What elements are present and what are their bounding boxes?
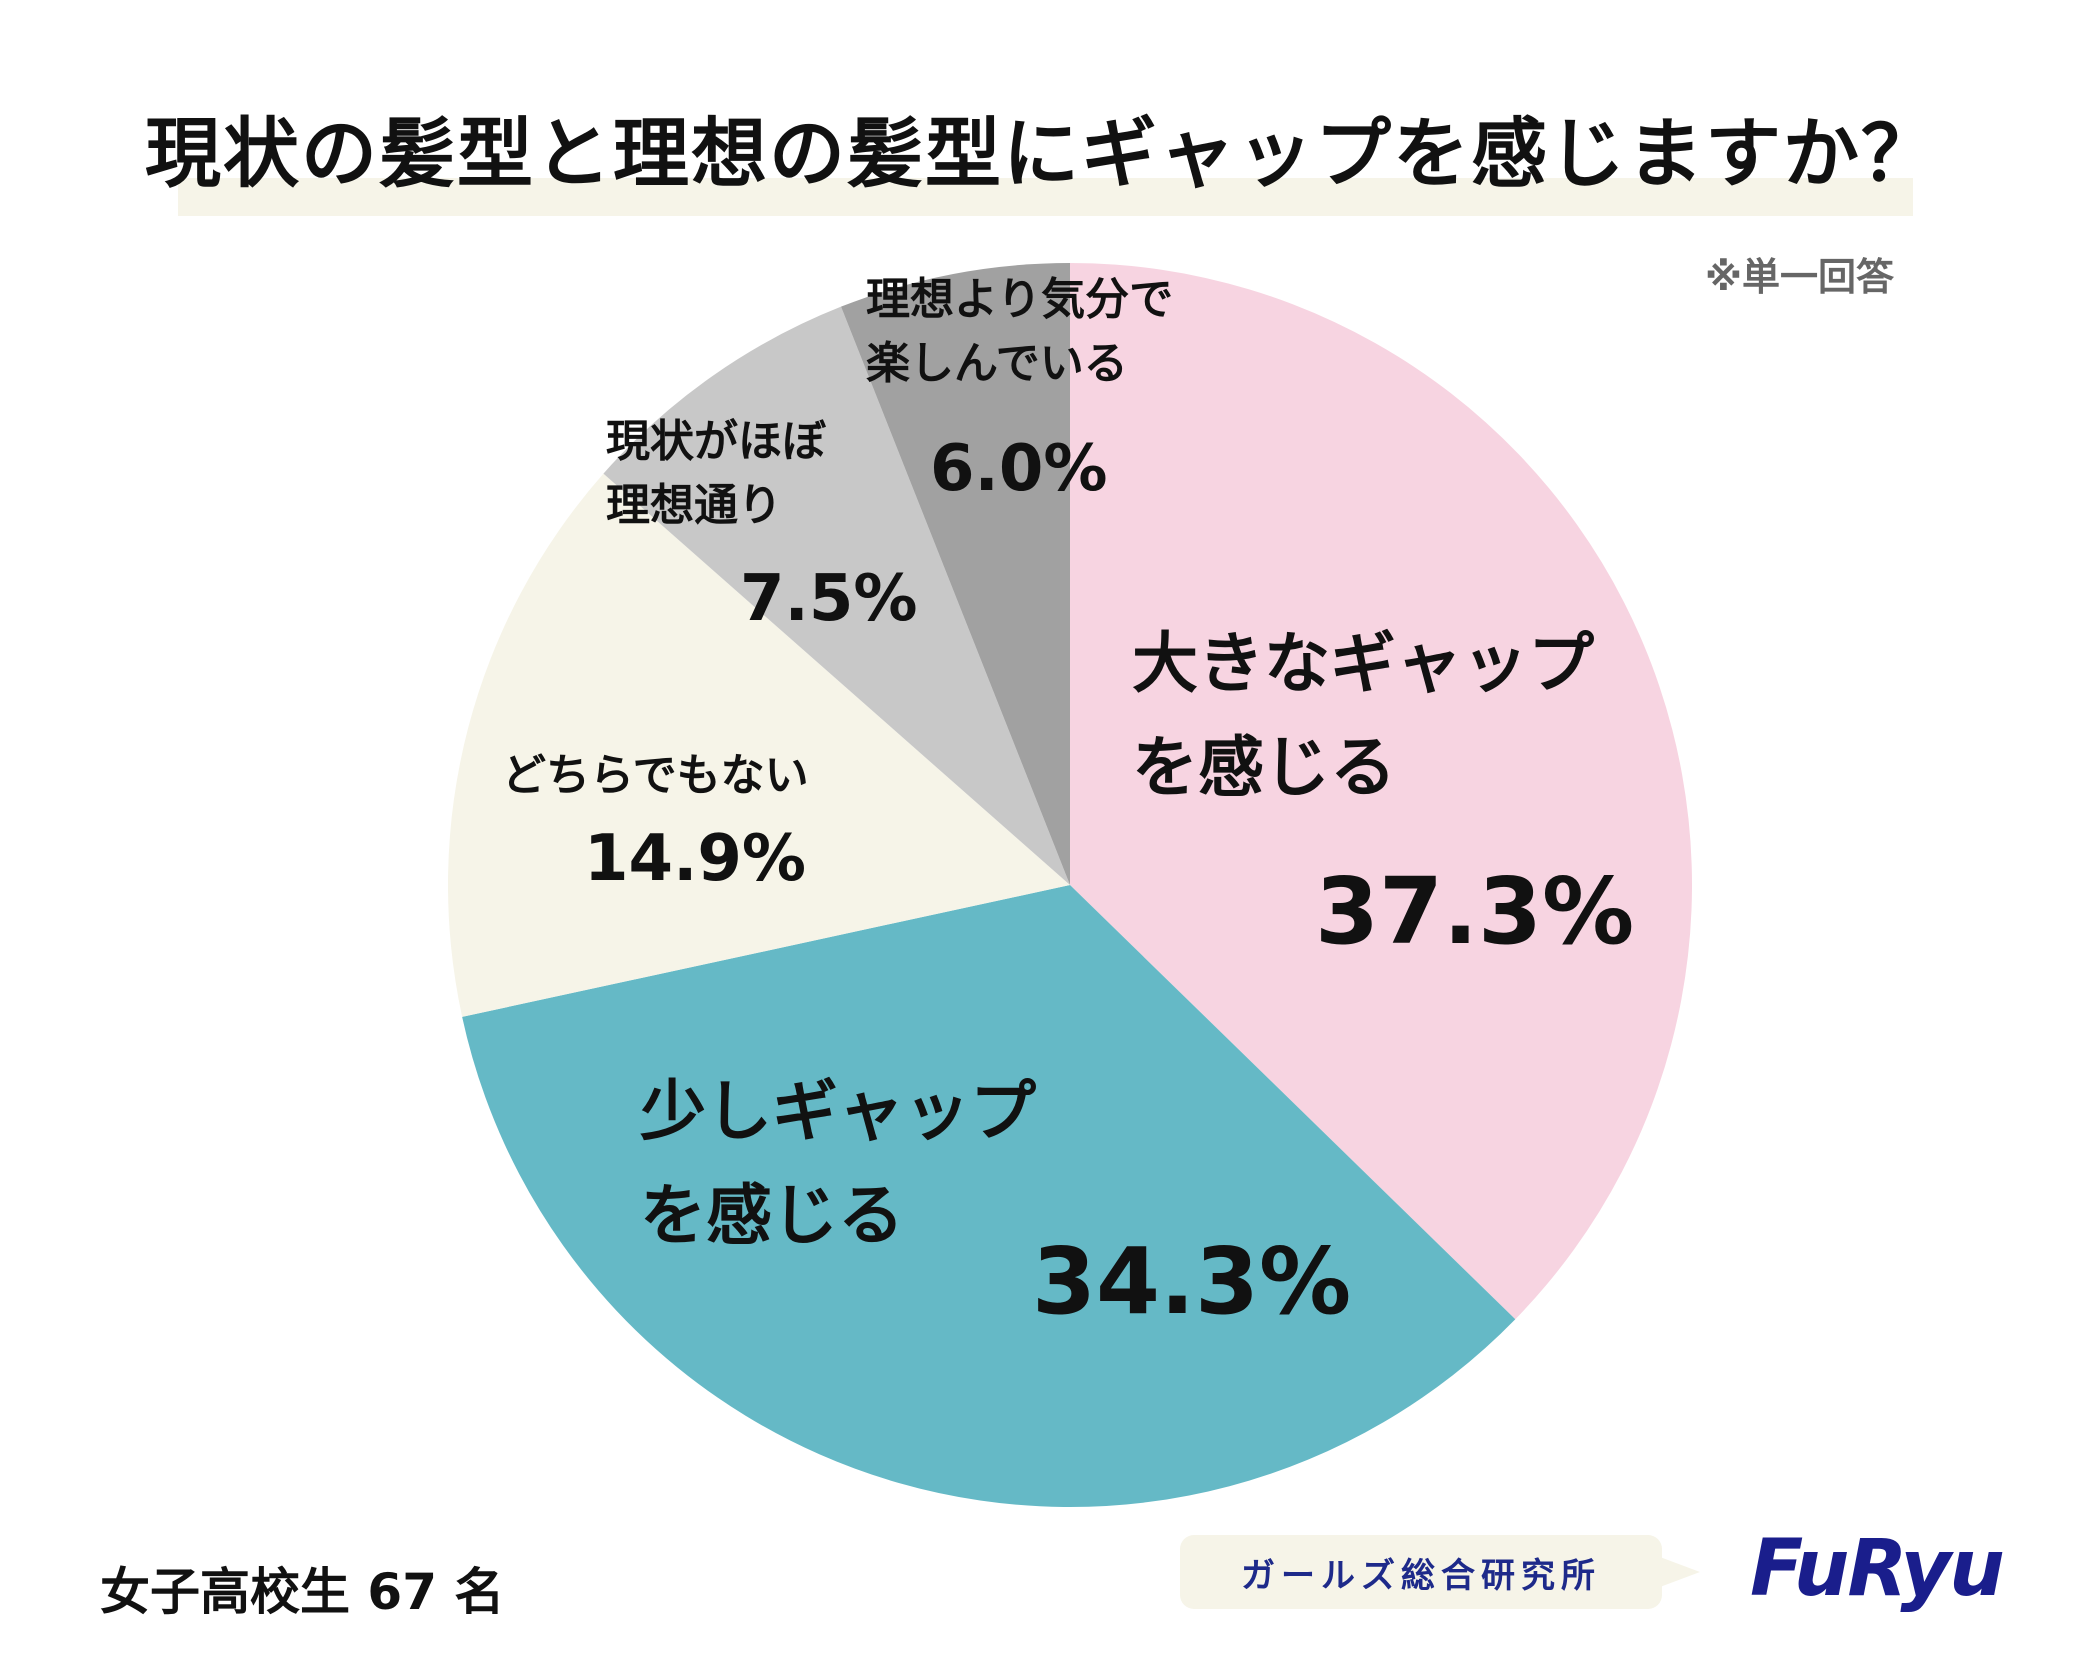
pie-slice-neither: [448, 473, 1070, 1017]
title-underline-band: [178, 178, 1913, 216]
slice-label-almost-ideal-line1: 現状がほぼ: [606, 416, 826, 467]
pie-slices: [448, 263, 1692, 1507]
slice-value-almost-ideal: 7.5%: [740, 562, 918, 636]
slice-value-small-gap: 34.3%: [1032, 1228, 1352, 1335]
pie-slice-mood: [841, 263, 1070, 885]
pie-slice-large-gap: [1070, 263, 1692, 1320]
slice-label-mood-line2: 楽しんでいる: [866, 338, 1128, 389]
brand-logo: FuRyu: [1750, 1524, 2005, 1614]
slice-label-large-gap-line2: を感じる: [1132, 729, 1396, 806]
slice-label-small-gap-line1: 少しギャップ: [640, 1073, 1036, 1150]
source-box: ガールズ総合研究所: [1180, 1535, 1662, 1609]
slice-label-mood: 理想より気分で 楽しんでいる: [866, 268, 1173, 396]
slice-label-neither: どちらでもない: [502, 744, 809, 808]
slice-label-small-gap-line2: を感じる: [640, 1177, 904, 1254]
pie-slice-small-gap: [462, 885, 1516, 1507]
slice-label-almost-ideal-line2: 理想通り: [606, 480, 782, 531]
sample-size: 女子高校生 67 名: [100, 1563, 505, 1621]
pie-slice-almost-ideal: [603, 306, 1070, 885]
slice-label-neither-line1: どちらでもない: [502, 750, 809, 801]
slice-label-small-gap: 少しギャップ を感じる: [640, 1060, 1036, 1268]
source-callout: ガールズ総合研究所: [1180, 1535, 1710, 1609]
slice-label-large-gap-line1: 大きなギャップ: [1132, 625, 1594, 702]
slice-label-large-gap: 大きなギャップ を感じる: [1132, 612, 1594, 820]
answer-type-note: ※単一回答: [1705, 255, 1894, 299]
chart-title: 現状の髪型と理想の髪型にギャップを感じますか？: [145, 109, 1939, 198]
source-label: ガールズ総合研究所: [1241, 1555, 1601, 1596]
slice-label-almost-ideal: 現状がほぼ 理想通り: [606, 410, 826, 538]
source-callout-tail: [1660, 1557, 1700, 1587]
slice-value-mood: 6.0%: [930, 432, 1108, 506]
slice-value-large-gap: 37.3%: [1315, 858, 1635, 965]
slice-value-neither: 14.9%: [584, 822, 807, 896]
slice-label-mood-line1: 理想より気分で: [866, 274, 1174, 325]
